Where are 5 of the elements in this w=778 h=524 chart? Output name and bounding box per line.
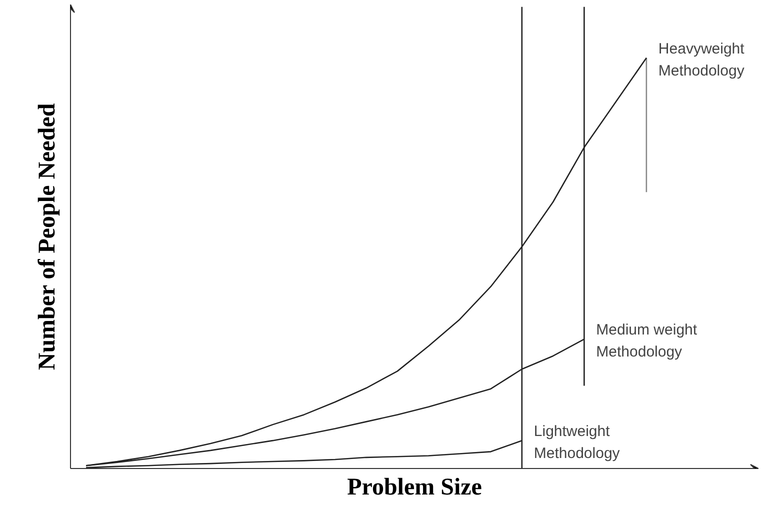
- series-label: Heavyweight Methodology: [658, 40, 746, 80]
- y-axis-title: Number of People Needed: [34, 102, 60, 370]
- series-label: Lightweight Methodology: [534, 423, 620, 462]
- x-axis-title: Problem Size: [347, 474, 482, 500]
- series-label: Medium weight Methodology: [596, 322, 698, 361]
